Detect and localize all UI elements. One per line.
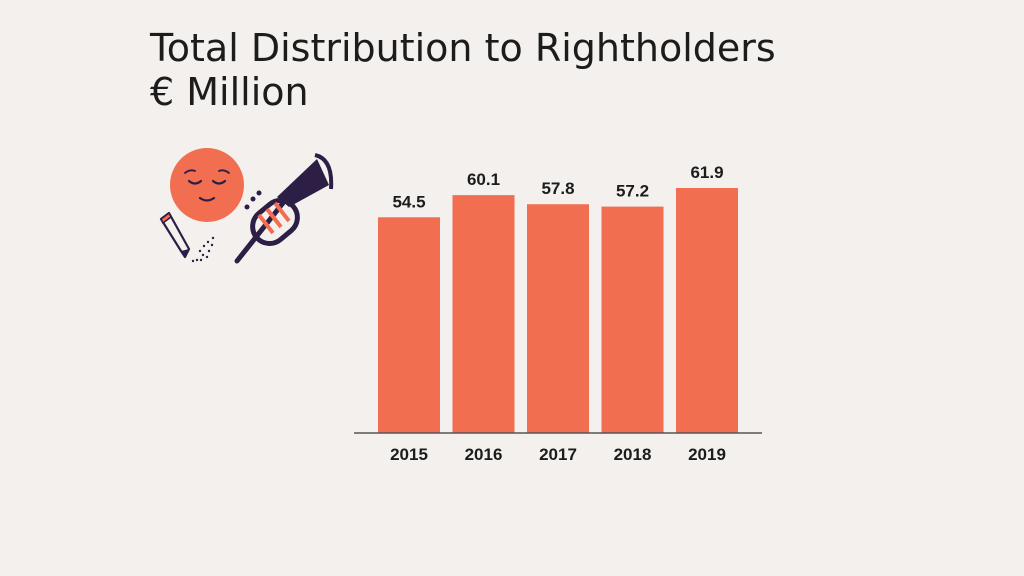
x-tick-label-2017: 2017 [539, 445, 577, 464]
x-tick-label-2015: 2015 [390, 445, 428, 464]
pencil-icon [159, 211, 215, 263]
bar-2018 [601, 206, 664, 433]
chart-title: Total Distribution to Rightholders € Mil… [150, 26, 776, 114]
value-label-2015: 54.5 [392, 192, 425, 211]
value-label-2017: 57.8 [541, 179, 574, 198]
music-illustration [159, 148, 334, 264]
bars-group: 54.5 2015 60.1 2016 57.8 2017 57.2 2018 61.9 2019 [378, 163, 738, 464]
trumpet-icon [234, 153, 334, 264]
bar-2016 [452, 195, 515, 433]
x-tick-label-2019: 2019 [688, 445, 726, 464]
title-line-1: Total Distribution to Rightholders [150, 26, 776, 70]
x-tick-label-2018: 2018 [614, 445, 652, 464]
value-label-2018: 57.2 [616, 182, 649, 201]
x-tick-label-2016: 2016 [465, 445, 503, 464]
bar-2019 [676, 188, 738, 433]
face-icon [170, 148, 244, 222]
value-label-2019: 61.9 [690, 163, 723, 182]
title-line-2: € Million [150, 70, 309, 114]
value-label-2016: 60.1 [467, 170, 500, 189]
bar-2015 [378, 217, 440, 433]
bar-2017 [527, 204, 589, 433]
